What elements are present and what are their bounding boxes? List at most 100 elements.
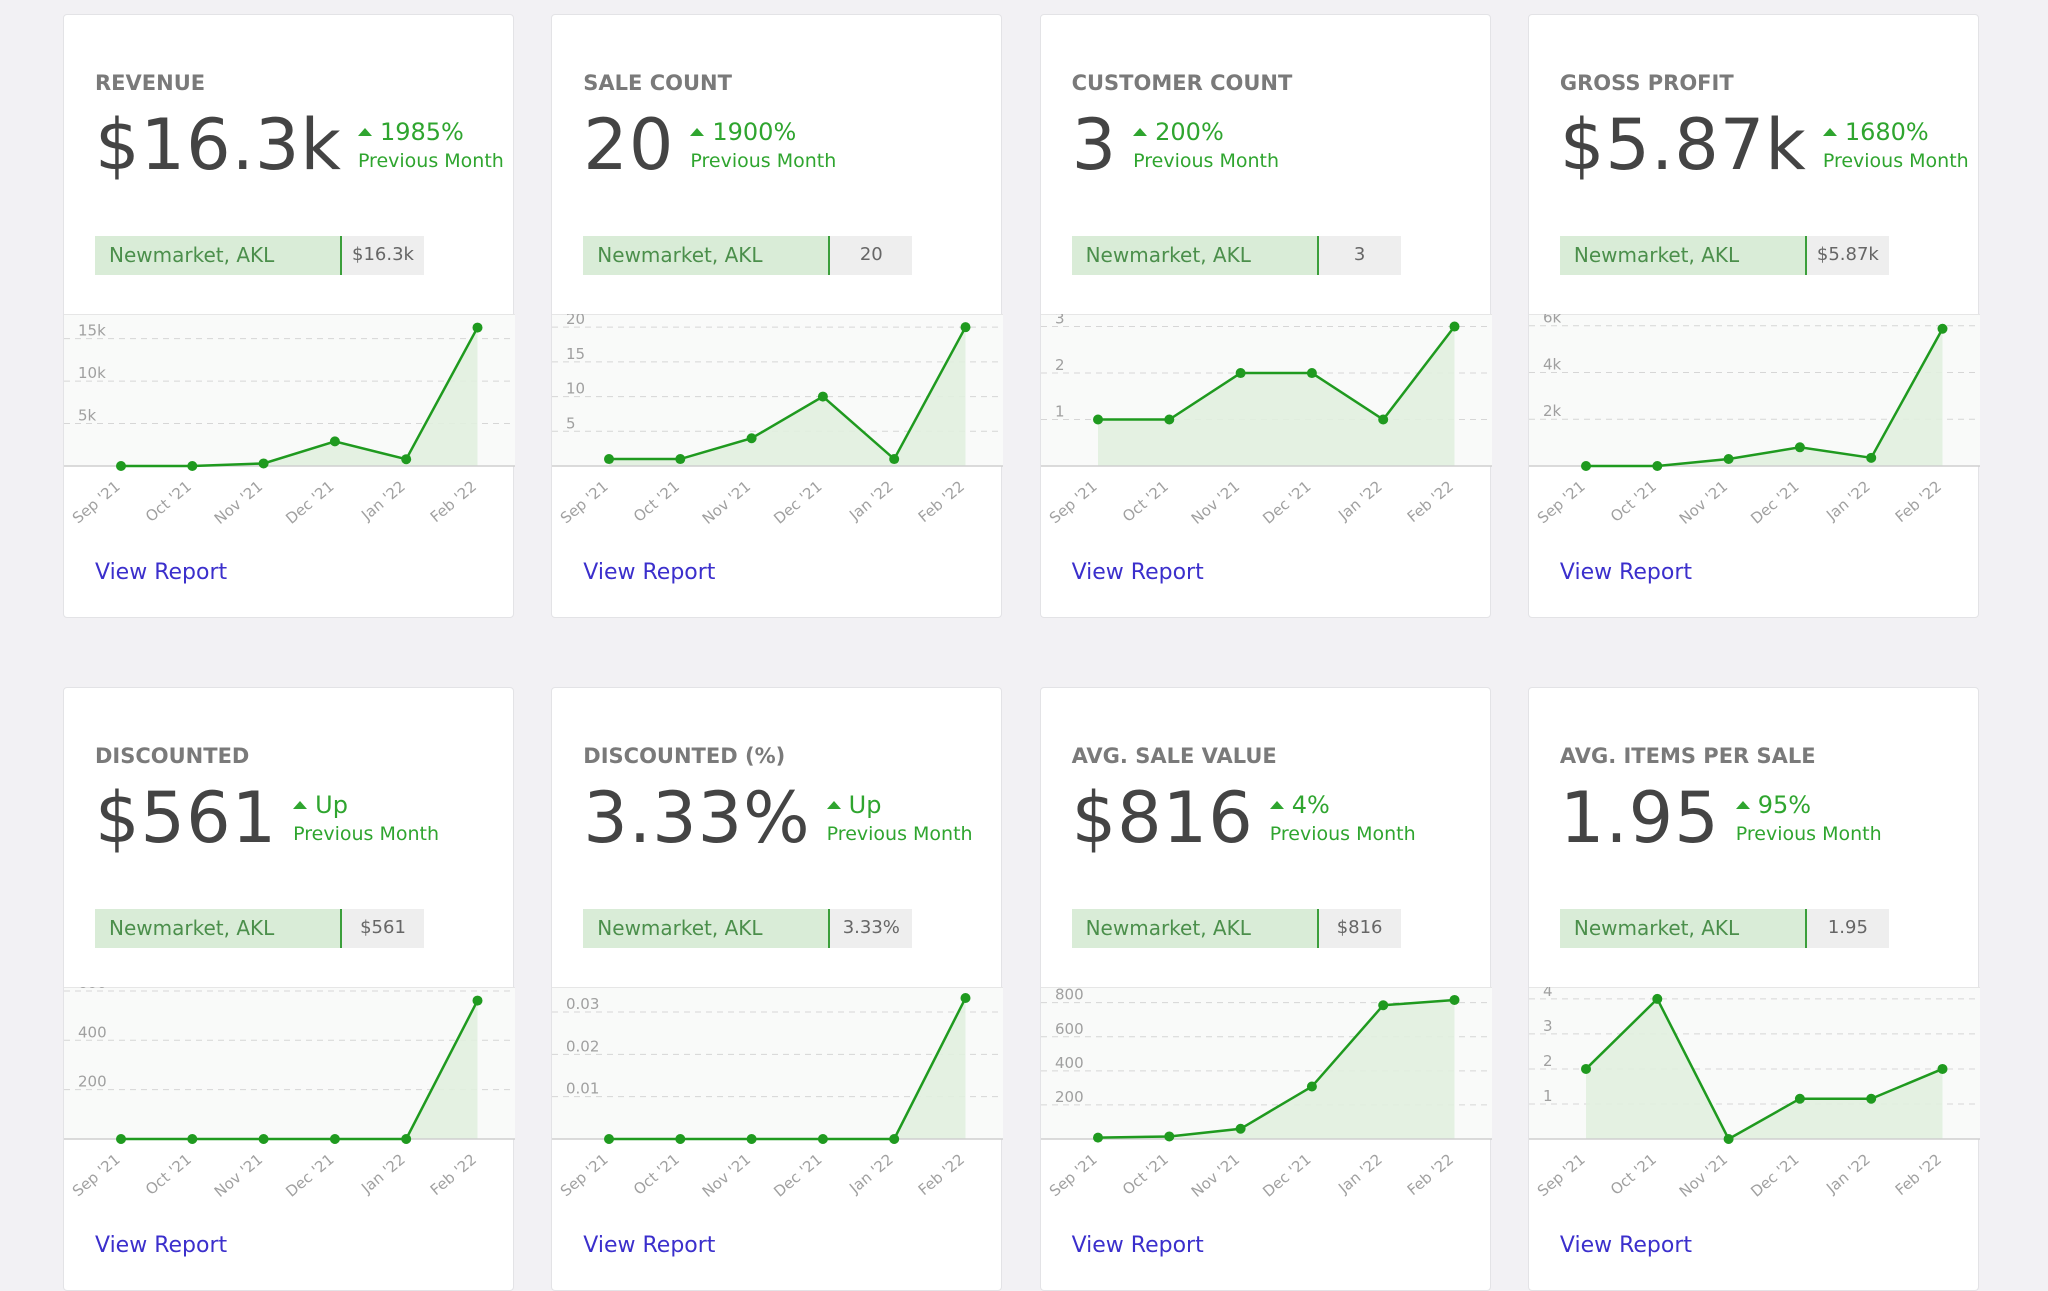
x-tick-label: Nov '21 [211, 1150, 266, 1201]
point [258, 1134, 269, 1144]
x-tick-label: Dec '21 [771, 1150, 826, 1200]
change-value: 1985% [379, 118, 464, 146]
line [609, 997, 967, 1141]
point [889, 1134, 900, 1144]
y-tick-label: 400 [78, 1023, 107, 1041]
metric-value: 1.95 [1559, 777, 1720, 859]
dashboard: REVENUE $16.3k 1985% Previous Month Newmarke… [63, 14, 1980, 1291]
up-arrow [357, 128, 372, 136]
x-tick-label: Dec '21 [282, 1150, 337, 1200]
location-name: Newmarket, AKL [1071, 236, 1319, 275]
y-tick-label: 4 [1543, 987, 1553, 1000]
point [116, 1134, 126, 1144]
point [187, 461, 198, 471]
x-tick-label: Oct '21 [630, 1150, 683, 1198]
line [609, 326, 967, 462]
change-line: Up [293, 791, 439, 819]
y-tick-label: 2 [1055, 356, 1065, 374]
x-tick-label: Jan '22 [1334, 1150, 1385, 1197]
x-tick-label: Sep '21 [1534, 1150, 1589, 1200]
metric-header: $5.87k 1680% Previous Month [1560, 104, 1969, 186]
point [1092, 1132, 1103, 1143]
location-bar: Newmarket, AKL 3.33% [583, 909, 913, 948]
y-tick-label: 15k [78, 322, 106, 340]
point [818, 1134, 829, 1144]
metric-card: GROSS PROFIT $5.87k 1680% Previous Month New… [1527, 14, 1980, 618]
location-value: 3.33% [830, 909, 913, 948]
x-tick-label: Feb '22 [915, 477, 968, 526]
location-value: $5.87k [1806, 236, 1889, 275]
location-bar: Newmarket, AKL $5.87k [1559, 236, 1889, 275]
view-report-link[interactable]: View Report [583, 560, 716, 585]
up-arrow [293, 801, 308, 809]
point [1866, 1093, 1877, 1104]
line [1585, 328, 1944, 468]
view-report-link[interactable]: View Report [1559, 1233, 1693, 1258]
view-report-link[interactable]: View Report [1071, 560, 1204, 585]
view-report-link[interactable]: View Report [95, 560, 228, 585]
change-value: 95% [1757, 791, 1812, 819]
point [1866, 452, 1877, 463]
x-tick-label: Dec '21 [1259, 477, 1314, 527]
metric-header: 1.95 95% Previous Month [1560, 777, 1882, 859]
view-report-link[interactable]: View Report [1559, 560, 1693, 585]
point [1937, 1063, 1948, 1074]
y-tick-label: 2k [1543, 402, 1562, 420]
y-tick-label: 1 [1543, 1087, 1553, 1105]
metric-value: $5.87k [1559, 104, 1807, 186]
page: REVENUE $16.3k 1985% Previous Month Newmarke… [63, 14, 1980, 1291]
comparison: Previous Month [1269, 823, 1416, 845]
y-tick-label: 200 [78, 1073, 107, 1091]
area [1097, 326, 1455, 466]
location-name: Newmarket, AKL [1071, 909, 1319, 948]
location-name: Newmarket, AKL [1559, 909, 1807, 948]
point [401, 454, 412, 465]
point [604, 1134, 615, 1144]
point [258, 458, 269, 469]
location-bar: Newmarket, AKL $16.3k [95, 236, 424, 275]
x-tick-label: Dec '21 [282, 477, 337, 527]
point [329, 436, 340, 447]
location-name: Newmarket, AKL [1559, 236, 1807, 275]
point [1163, 1131, 1174, 1142]
x-tick-label: Sep '21 [557, 1150, 612, 1200]
y-tick-label: 10k [78, 364, 106, 382]
x-tick-label: Dec '21 [1747, 477, 1802, 527]
mini-chart: 0.01 0.02 0.03 Sep '21 Oct '21 Nov '21 Dec '21… [552, 987, 1004, 1201]
location-bar: Newmarket, AKL $561 [95, 909, 424, 948]
x-tick-label: Sep '21 [69, 1150, 124, 1200]
location-name: Newmarket, AKL [583, 909, 831, 948]
line [1097, 998, 1455, 1139]
change-value: Up [315, 791, 348, 819]
x-tick-label: Nov '21 [211, 477, 266, 528]
x-tick-label: Oct '21 [1119, 1150, 1172, 1198]
point [604, 454, 615, 465]
view-report-link[interactable]: View Report [583, 1233, 716, 1258]
metric-value: $561 [95, 777, 278, 859]
line [121, 326, 479, 468]
y-tick-label: 2 [1543, 1052, 1553, 1070]
point [1723, 1134, 1734, 1144]
change: Up Previous Month [826, 791, 973, 845]
view-report-link[interactable]: View Report [95, 1233, 228, 1258]
card-title: AVG. ITEMS PER SALE [1559, 744, 1816, 768]
x-tick-label: Sep '21 [1046, 477, 1101, 527]
area [609, 998, 966, 1139]
change-line: 4% [1269, 791, 1416, 819]
card-title: REVENUE [95, 71, 206, 95]
location-name: Newmarket, AKL [95, 909, 342, 948]
view-report-link[interactable]: View Report [1071, 1233, 1204, 1258]
change-value: 1900% [712, 118, 797, 146]
x-tick-label: Sep '21 [69, 477, 124, 527]
point [746, 1134, 757, 1144]
metric-value: $816 [1071, 777, 1254, 859]
mini-chart: 5 10 15 20 Sep '21 Oct '21 Nov '21 Dec '21 Jan '… [552, 314, 1004, 528]
location-value: $561 [342, 909, 424, 948]
card-title: AVG. SALE VALUE [1071, 744, 1277, 768]
metric-card: REVENUE $16.3k 1985% Previous Month Newmarke… [63, 14, 515, 618]
point [116, 461, 126, 471]
card-title: CUSTOMER COUNT [1071, 71, 1293, 95]
card-title: DISCOUNTED [95, 744, 250, 768]
change: 4% Previous Month [1269, 791, 1416, 845]
point [960, 322, 971, 333]
